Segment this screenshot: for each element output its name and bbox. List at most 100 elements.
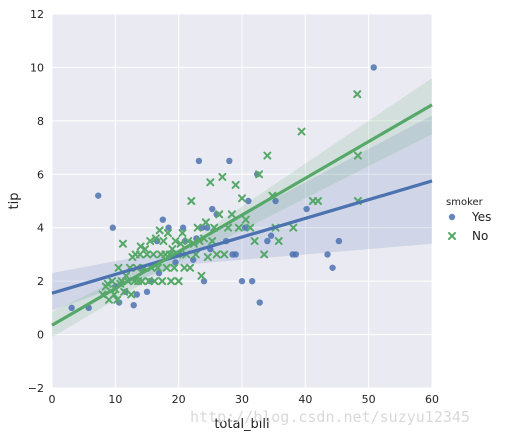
- point-no: [167, 277, 176, 286]
- point-no: [353, 151, 362, 160]
- y-tick-label: 12: [30, 8, 44, 21]
- point-no: [203, 253, 212, 262]
- point-no: [184, 237, 193, 246]
- point-no: [231, 180, 240, 189]
- point-yes: [159, 216, 167, 223]
- point-no: [180, 263, 189, 272]
- point-no: [143, 250, 151, 259]
- x-tick-label: 50: [362, 393, 376, 406]
- point-no: [201, 218, 210, 227]
- point-yes: [133, 291, 141, 298]
- point-no: [197, 271, 206, 280]
- point-no: [163, 229, 172, 238]
- point-no: [193, 223, 202, 232]
- ci-band-yes: [52, 115, 432, 311]
- point-no: [260, 250, 269, 259]
- point-no: [174, 277, 183, 286]
- point-no: [238, 194, 246, 203]
- x-tick-label: 0: [49, 393, 56, 406]
- point-yes: [248, 277, 256, 285]
- point-no: [155, 226, 164, 235]
- point-yes: [226, 157, 233, 165]
- legend-label-yes: Yes: [471, 210, 491, 224]
- legend: smoker Yes No: [446, 197, 491, 243]
- point-yes: [238, 277, 246, 285]
- x-tick-label: 10: [108, 393, 122, 406]
- point-no: [208, 237, 217, 246]
- y-tick-label: 4: [37, 222, 44, 235]
- y-tick-label: 0: [37, 329, 44, 342]
- point-no: [146, 237, 155, 246]
- regression-line-no: [51, 103, 433, 327]
- x-tick-label: 60: [425, 393, 439, 406]
- point-no: [171, 237, 180, 246]
- point-yes: [195, 157, 203, 165]
- point-no: [178, 229, 187, 238]
- point-no: [215, 210, 224, 219]
- x-axis-label: total_bill: [214, 417, 269, 432]
- y-tick-label: 6: [37, 168, 44, 181]
- point-no: [118, 239, 127, 248]
- point-yes: [329, 264, 336, 271]
- point-yes: [245, 197, 252, 205]
- point-yes: [68, 304, 75, 312]
- point-no: [263, 151, 272, 160]
- point-no: [227, 210, 236, 219]
- watermark: http://blog.csdn.net/suzyu12345: [190, 408, 470, 426]
- point-no: [241, 215, 250, 224]
- point-no: [150, 277, 159, 286]
- point-no: [136, 242, 145, 251]
- point-no: [151, 234, 160, 243]
- point-no: [113, 295, 122, 304]
- point-no: [159, 237, 168, 246]
- ci-band-no: [52, 78, 432, 338]
- y-tick-label: 2: [37, 275, 44, 288]
- x-tick-label: 40: [298, 393, 312, 406]
- point-yes: [95, 192, 102, 199]
- point-no: [246, 223, 255, 232]
- confidence-bands: [52, 78, 432, 338]
- legend-marker-yes: [448, 213, 456, 221]
- point-yes: [143, 288, 151, 296]
- point-no: [149, 250, 158, 259]
- legend-marker-no: [448, 232, 456, 240]
- point-no: [289, 223, 298, 232]
- point-yes: [130, 301, 137, 309]
- point-no: [120, 287, 129, 296]
- point-yes: [370, 64, 377, 71]
- point-no: [220, 250, 229, 259]
- point-no: [103, 279, 112, 288]
- point-yes: [335, 237, 343, 245]
- x-tick-label: 20: [172, 393, 186, 406]
- point-yes: [267, 232, 275, 239]
- x-tick-label: 30: [235, 393, 249, 406]
- point-no: [144, 277, 153, 286]
- legend-label-no: No: [472, 229, 488, 243]
- y-tick-label: 8: [37, 115, 44, 128]
- point-no: [234, 223, 243, 232]
- point-yes: [241, 224, 249, 231]
- point-no: [297, 127, 306, 136]
- y-tick-label: −2: [28, 382, 44, 395]
- tick-labels: 0 10 20 30 40 50 60 −2 0 2 4 6 8 10 12: [28, 8, 439, 406]
- point-no: [186, 263, 195, 272]
- point-no: [108, 277, 117, 286]
- point-yes: [209, 205, 216, 213]
- point-no: [255, 170, 264, 179]
- point-yes: [324, 251, 331, 258]
- y-axis-label: tip: [7, 193, 22, 210]
- point-no: [250, 237, 259, 246]
- point-no: [353, 90, 362, 99]
- point-no: [314, 197, 322, 205]
- point-yes: [264, 237, 271, 245]
- regression-line-yes: [51, 179, 433, 295]
- point-no: [127, 290, 136, 299]
- regression-lines: [51, 103, 433, 327]
- point-yes: [200, 277, 208, 285]
- point-yes: [165, 224, 172, 231]
- point-no: [170, 263, 179, 272]
- legend-title: smoker: [446, 197, 484, 208]
- point-no: [274, 237, 283, 246]
- point-no: [176, 239, 185, 248]
